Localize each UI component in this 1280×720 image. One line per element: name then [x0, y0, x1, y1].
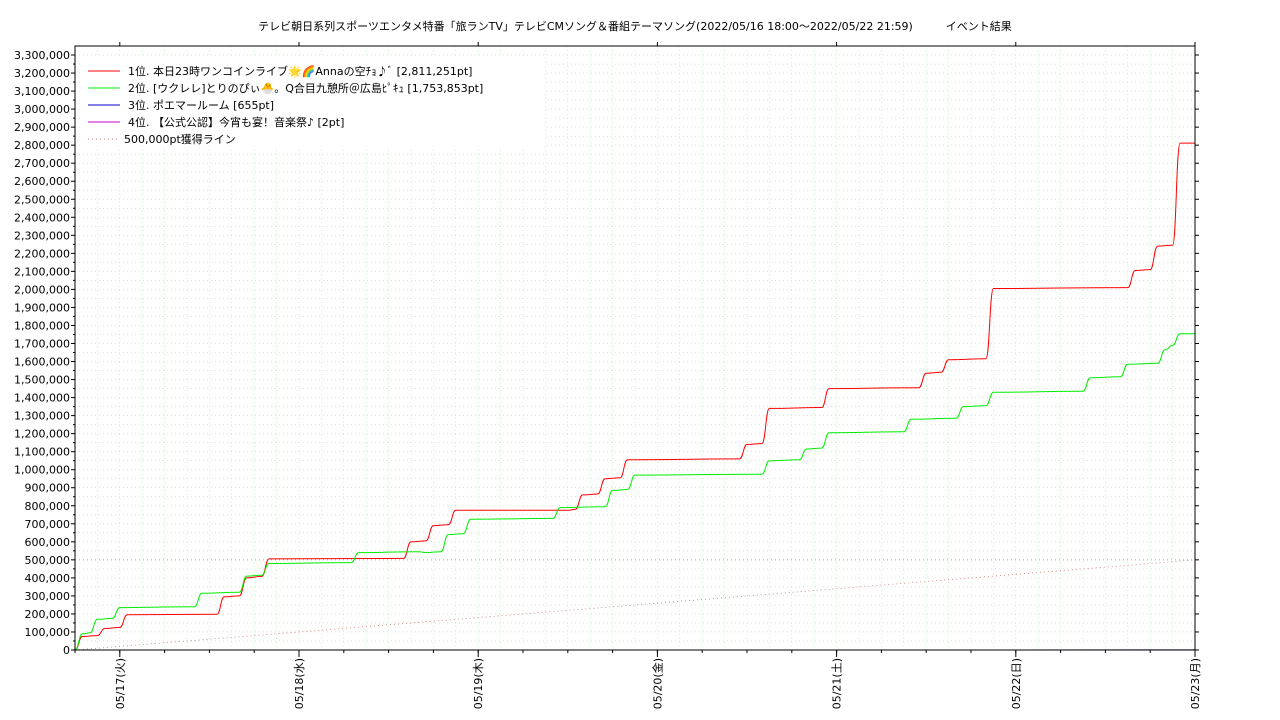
legend-label-1: 1位. 本日23時ワンコインライブ🌟🌈Annaの空ﾁｮ♪ﾞ [2,811,251…	[128, 64, 472, 78]
y-tick-label: 1,900,000	[14, 301, 70, 314]
series-line-2	[74, 333, 1195, 651]
chart-title: テレビ朝日系列スポーツエンタメ特番「旅ランTV」テレビCMソング＆番組テーマソン…	[258, 20, 1012, 33]
y-tick-label: 1,600,000	[14, 356, 70, 369]
x-axis: 05/17(火) 05/18(水) 05/19(木) 05/20(金) 05/21(土)…	[74, 42, 1202, 709]
legend-box	[80, 58, 544, 150]
y-tick-label: 2,400,000	[14, 211, 70, 224]
y-tick-label: 2,100,000	[14, 265, 70, 278]
series-layer	[74, 142, 1196, 651]
y-tick-label: 600,000	[25, 536, 71, 549]
y-tick-label: 800,000	[25, 500, 71, 513]
y-tick-label: 3,100,000	[14, 85, 70, 98]
y-tick-label: 300,000	[25, 590, 71, 603]
y-tick-label: 1,200,000	[14, 428, 70, 441]
y-tick-label: 1,000,000	[14, 464, 70, 477]
y-tick-label: 200,000	[25, 608, 71, 621]
y-tick-label: 2,000,000	[14, 283, 70, 296]
y-tick-label: 2,300,000	[14, 229, 70, 242]
y-tick-label: 2,700,000	[14, 157, 70, 170]
y-tick-label: 500,000	[25, 554, 71, 567]
y-tick-label: 1,700,000	[14, 337, 70, 350]
legend-label-3: 3位. ポエマールーム [655pt]	[128, 98, 274, 112]
legend-label-2: 2位. [ウクレレ]とりのぴぃ🐣。Q合目九憩所＠広島ﾋﾟｷｭ [1,753,85…	[128, 81, 483, 95]
y-tick-label: 1,100,000	[14, 446, 70, 459]
y-tick-label: 1,800,000	[14, 319, 70, 332]
y-tick-label: 3,200,000	[14, 67, 70, 80]
legend-label-4: 4位. 【公式公認】今宵も宴！音楽祭♪ [2pt]	[128, 115, 344, 129]
legend: 1位. 本日23時ワンコインライブ🌟🌈Annaの空ﾁｮ♪ﾞ [2,811,251…	[80, 58, 544, 150]
x-tick-label: 05/19(木)	[472, 658, 485, 709]
x-tick-label: 05/20(金)	[650, 658, 664, 709]
y-axis: 0 100,000 200,000 300,000 400,000 500,000 600,…	[14, 49, 1199, 657]
x-tick-label: 05/17(火)	[114, 658, 127, 709]
y-tick-label: 100,000	[25, 626, 71, 639]
y-tick-label: 2,800,000	[14, 139, 70, 152]
y-tick-label: 0	[63, 644, 70, 657]
y-tick-label: 1,300,000	[14, 410, 70, 423]
y-tick-label: 2,500,000	[14, 193, 70, 206]
series-line-1	[74, 142, 1196, 651]
y-tick-label: 900,000	[25, 482, 71, 495]
y-tick-label: 2,900,000	[14, 121, 70, 134]
legend-label-5: 500,000pt獲得ライン	[124, 133, 236, 146]
y-tick-label: 3,000,000	[14, 103, 70, 116]
y-tick-label: 700,000	[25, 518, 71, 531]
y-tick-label: 3,300,000	[14, 49, 70, 62]
y-tick-label: 1,500,000	[14, 374, 70, 387]
y-tick-label: 1,400,000	[14, 392, 70, 405]
plot-frame	[74, 45, 1196, 651]
x-tick-label: 05/21(土)	[831, 658, 844, 709]
y-tick-label: 2,200,000	[14, 247, 70, 260]
x-tick-label: 05/18(水)	[293, 658, 306, 709]
series-line-5	[74, 559, 1196, 651]
y-tick-label: 400,000	[25, 572, 71, 585]
x-tick-label: 05/23(月)	[1189, 658, 1202, 709]
grid-layer	[74, 46, 1196, 650]
y-tick-label: 2,600,000	[14, 175, 70, 188]
x-tick-label: 05/22(日)	[1010, 658, 1023, 709]
